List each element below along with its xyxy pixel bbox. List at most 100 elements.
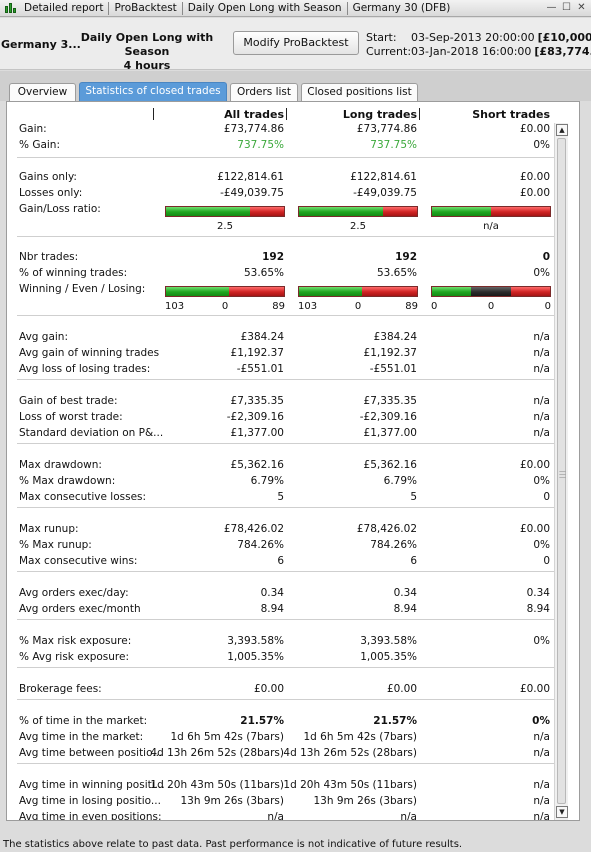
close-icon[interactable]: ✕ — [577, 2, 586, 13]
stat-label: Avg time in winning positi... — [19, 779, 165, 791]
bar-segment — [166, 207, 250, 216]
tab-overview[interactable]: Overview — [9, 83, 76, 101]
maximize-icon[interactable]: ☐ — [562, 2, 571, 13]
stat-value: 5 — [277, 491, 284, 503]
stat-value: 192 — [395, 251, 417, 263]
stat-value: -£2,309.16 — [226, 411, 284, 423]
stat-value: £0.00 — [519, 171, 550, 183]
column-divider[interactable] — [286, 108, 287, 120]
stat-value: £73,774.86 — [223, 123, 284, 135]
scroll-down-icon[interactable]: ▼ — [556, 806, 568, 818]
bar-segment — [229, 287, 284, 296]
stat-value: £0.00 — [253, 683, 284, 695]
strategy-name: Daily Open Long with Season — [80, 31, 214, 58]
modify-probacktest-button[interactable]: Modify ProBacktest — [233, 31, 359, 55]
winning-even-losing-bar — [431, 286, 551, 297]
stat-value: 8.94 — [526, 603, 550, 615]
winning-even-losing-count: 0 — [431, 301, 438, 312]
column-divider[interactable] — [153, 108, 154, 120]
winning-even-losing-bar — [165, 286, 285, 297]
bar-segment — [299, 207, 383, 216]
stat-label: Nbr trades: — [19, 251, 79, 263]
stat-value: n/a — [533, 411, 550, 423]
stat-value: -£2,309.16 — [359, 411, 417, 423]
strategy-timeframe: 4 hours — [123, 59, 171, 72]
stat-label: Avg gain: — [19, 331, 68, 343]
stat-value: 13h 9m 26s (3bars) — [313, 795, 417, 807]
stat-value: 192 — [262, 251, 284, 263]
stat-value: 8.94 — [393, 603, 417, 615]
column-header-short[interactable]: Short trades — [472, 108, 550, 121]
title-strategy: Daily Open Long with Season — [183, 1, 348, 15]
winning-even-losing-bar — [298, 286, 418, 297]
stat-label: Brokerage fees: — [19, 683, 102, 695]
stat-value: 21.57% — [240, 715, 284, 727]
stat-value: £122,814.61 — [350, 171, 417, 183]
bar-segment — [432, 287, 472, 296]
stat-value: n/a — [533, 395, 550, 407]
stat-value: 0.34 — [526, 587, 550, 599]
minimize-icon[interactable]: — — [546, 2, 557, 13]
stat-value: £384.24 — [373, 331, 417, 343]
stat-value: 784.26% — [237, 539, 284, 551]
bar-segment — [362, 287, 417, 296]
column-header-all[interactable]: All trades — [224, 108, 284, 121]
stat-label: Avg time in the market: — [19, 731, 144, 743]
stat-value: 0% — [533, 475, 550, 487]
scroll-up-icon[interactable]: ▲ — [556, 124, 568, 136]
scrollbar-thumb[interactable]: — — — — [557, 138, 566, 804]
row-separator — [17, 236, 555, 237]
stat-value: 8.94 — [260, 603, 284, 615]
window-controls: — ☐ ✕ — [546, 1, 587, 14]
stat-value: £5,362.16 — [230, 459, 284, 471]
stat-value: £122,814.61 — [217, 171, 284, 183]
stat-value: 53.65% — [376, 267, 417, 279]
tab-statistics-closed-trades[interactable]: Statistics of closed trades — [79, 82, 227, 101]
stat-value: 0% — [532, 715, 550, 727]
stat-value: 13h 9m 26s (3bars) — [180, 795, 284, 807]
stat-value: £0.00 — [386, 683, 417, 695]
stat-value: 1d 6h 5m 42s (7bars) — [303, 731, 417, 743]
start-capital: [£10,000.00] — [537, 31, 591, 44]
bar-segment — [382, 207, 417, 216]
stat-value: 0% — [533, 139, 550, 151]
stat-value: £7,335.35 — [230, 395, 284, 407]
gain-loss-ratio-value: 2.5 — [217, 221, 233, 232]
stat-value: -£551.01 — [236, 363, 284, 375]
stat-label: Avg time between positio... — [19, 747, 163, 759]
stat-value: -£49,039.75 — [353, 187, 417, 199]
stat-value: 6 — [277, 555, 284, 567]
gain-loss-ratio-bar — [298, 206, 418, 217]
report-header: Germany 3... Daily Open Long with Season… — [0, 18, 591, 72]
vertical-scrollbar[interactable]: ▲ — — — ▼ — [554, 123, 568, 820]
column-header-long[interactable]: Long trades — [342, 108, 417, 121]
stat-value: £1,192.37 — [230, 347, 284, 359]
stat-label: Avg orders exec/month — [19, 603, 141, 615]
stat-label: Loss of worst trade: — [19, 411, 123, 423]
stat-value: -£49,039.75 — [220, 187, 284, 199]
stat-value: 1d 6h 5m 42s (7bars) — [170, 731, 284, 743]
tab-closed-positions-list[interactable]: Closed positions list — [301, 83, 418, 101]
stat-label: Max consecutive wins: — [19, 555, 138, 567]
stat-label: % Max drawdown: — [19, 475, 116, 487]
row-separator — [17, 443, 555, 444]
stat-value: 0% — [533, 267, 550, 279]
winning-even-losing-count: 103 — [298, 301, 318, 312]
bar-segment — [471, 287, 511, 296]
column-divider[interactable] — [419, 108, 420, 120]
stat-value: n/a — [533, 747, 550, 759]
stat-value: 4d 13h 26m 52s (28bars) — [283, 747, 417, 759]
stat-value: £1,377.00 — [230, 427, 284, 439]
row-separator — [17, 619, 555, 620]
gain-loss-ratio-value: n/a — [483, 221, 499, 232]
stat-label: % Max runup: — [19, 539, 92, 551]
stat-label: Gain: — [19, 123, 47, 135]
stat-value: £384.24 — [240, 331, 284, 343]
gain-loss-ratio-value: 2.5 — [350, 221, 366, 232]
stat-value: 6.79% — [250, 475, 284, 487]
stat-label: Avg time in losing positio... — [19, 795, 161, 807]
stat-value: £0.00 — [519, 187, 550, 199]
tab-orders-list[interactable]: Orders list — [230, 83, 298, 101]
gain-loss-ratio-bar — [431, 206, 551, 217]
stat-value: n/a — [267, 811, 284, 821]
